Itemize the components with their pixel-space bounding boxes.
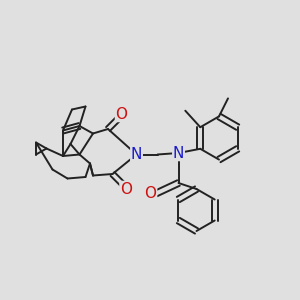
Text: O: O <box>120 182 132 196</box>
Text: N: N <box>131 147 142 162</box>
Text: N: N <box>173 146 184 160</box>
Text: O: O <box>145 186 157 201</box>
Text: O: O <box>116 106 128 122</box>
